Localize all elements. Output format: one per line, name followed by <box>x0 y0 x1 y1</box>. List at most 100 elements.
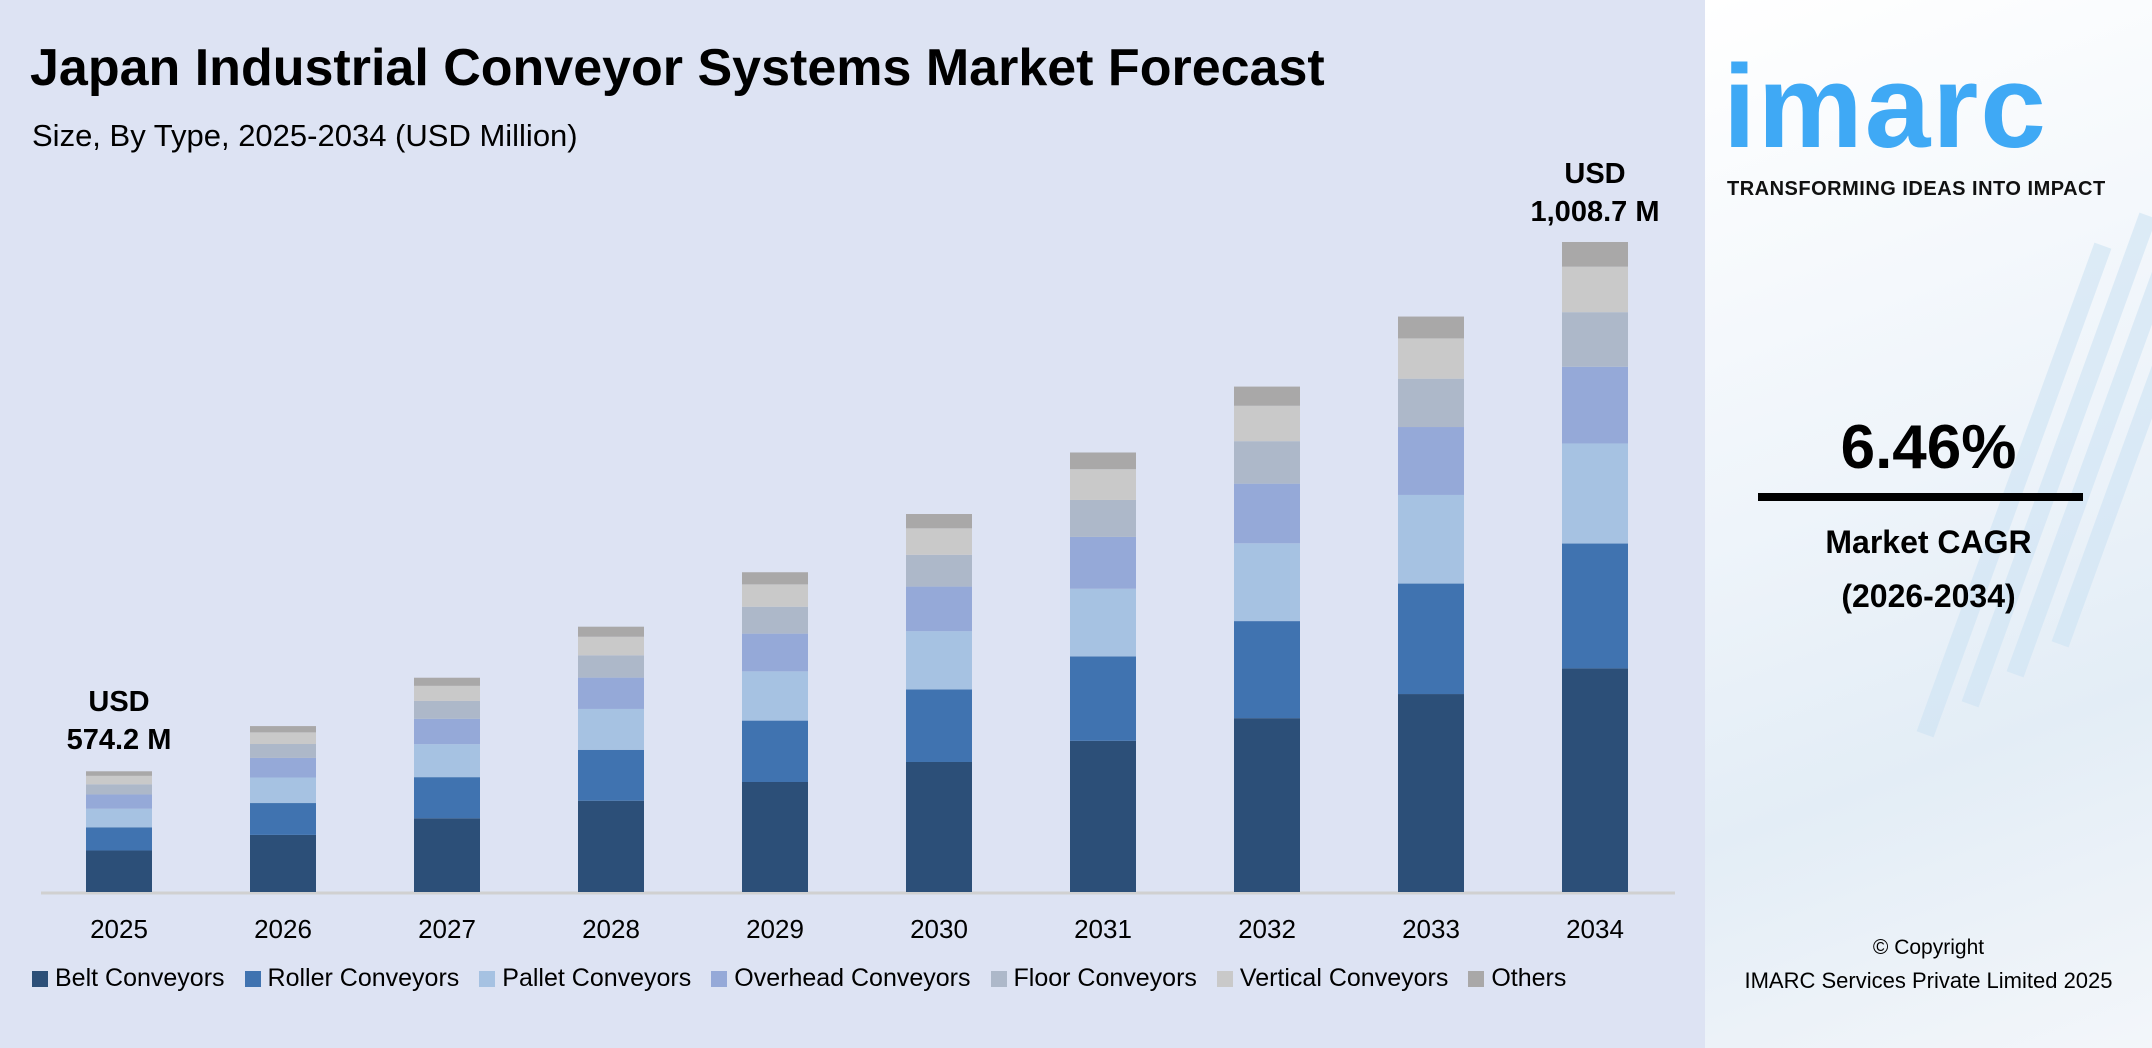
bar-segment-2029-floor-conveyors <box>742 606 808 634</box>
bar-segment-2027-floor-conveyors <box>414 700 480 719</box>
bar-segment-2028-vertical-conveyors <box>578 636 644 656</box>
bar-segment-2030-floor-conveyors <box>906 554 972 587</box>
bar-segment-2033-roller-conveyors <box>1398 583 1464 695</box>
cagr-divider <box>1758 493 2083 501</box>
legend-item: Pallet Conveyors <box>479 964 691 993</box>
bar-segment-2034-overhead-conveyors <box>1562 366 1628 444</box>
legend-swatch <box>1468 970 1485 987</box>
bar-segment-2026-overhead-conveyors <box>250 757 316 778</box>
bar-segment-2030-others <box>906 514 972 529</box>
annotation-2025: USD 574.2 M <box>9 683 229 759</box>
bar-segment-2025-overhead-conveyors <box>86 794 152 809</box>
bar-segment-2029-roller-conveyors <box>742 720 808 783</box>
bar-segment-2032-vertical-conveyors <box>1234 405 1300 442</box>
bar-segment-2025-roller-conveyors <box>86 827 152 851</box>
cagr-label: Market CAGR <box>1825 524 2032 560</box>
bar-segment-2031-overhead-conveyors <box>1070 536 1136 589</box>
bar-segment-2027-pallet-conveyors <box>414 744 480 778</box>
bar-segment-2026-others <box>250 726 316 733</box>
bar-segment-2031-pallet-conveyors <box>1070 588 1136 657</box>
bar-segment-2026-roller-conveyors <box>250 803 316 835</box>
bar-segment-2033-overhead-conveyors <box>1398 427 1464 495</box>
legend-item: Roller Conveyors <box>244 964 460 993</box>
legend-label: Vertical Conveyors <box>1239 964 1449 992</box>
x-tick-label: 2029 <box>746 914 804 944</box>
bar-segment-2026-pallet-conveyors <box>250 777 316 804</box>
bar-segment-2029-belt-conveyors <box>742 782 808 892</box>
bar-segment-2032-others <box>1234 386 1300 406</box>
legend-swatch <box>244 970 261 987</box>
x-tick-label: 2032 <box>1238 914 1296 944</box>
legend-swatch <box>479 970 496 987</box>
bar-segment-2025-pallet-conveyors <box>86 808 152 828</box>
bar-segment-2027-belt-conveyors <box>414 818 480 892</box>
bar-segment-2027-roller-conveyors <box>414 777 480 819</box>
bar-segment-2034-others <box>1562 242 1628 267</box>
legend-swatch <box>711 970 728 987</box>
annotation-currency: USD <box>1564 158 1626 190</box>
bar-segment-2027-others <box>414 677 480 686</box>
logo-tagline: TRANSFORMING IDEAS INTO IMPACT <box>1727 178 2106 200</box>
copyright-line: © Copyright <box>1872 936 1985 959</box>
bar-segment-2029-overhead-conveyors <box>742 633 808 672</box>
bar-segment-2026-belt-conveyors <box>250 834 316 892</box>
bar-segment-2028-floor-conveyors <box>578 655 644 678</box>
legend-label: Belt Conveyors <box>55 964 225 992</box>
bar-segment-2033-belt-conveyors <box>1398 694 1464 892</box>
bar-segment-2031-belt-conveyors <box>1070 740 1136 892</box>
bar-segment-2034-belt-conveyors <box>1562 668 1628 892</box>
bar-segment-2033-floor-conveyors <box>1398 378 1464 428</box>
chart-subtitle: Size, By Type, 2025-2034 (USD Million) <box>32 118 578 153</box>
legend: Belt Conveyors Roller Conveyors Pallet Con… <box>32 964 1566 993</box>
bar-segment-2030-pallet-conveyors <box>906 631 972 690</box>
imarc-logo: imarc <box>1723 41 2048 173</box>
bar-segment-2034-pallet-conveyors <box>1562 443 1628 544</box>
legend-label: Others <box>1491 964 1567 992</box>
cagr-value: 6.46% <box>1840 413 2017 482</box>
bar-segment-2028-overhead-conveyors <box>578 677 644 709</box>
legend-item: Others <box>1468 964 1566 993</box>
bar-segment-2032-pallet-conveyors <box>1234 543 1300 622</box>
chart-title: Japan Industrial Conveyor Systems Market… <box>30 39 1325 97</box>
bar-segment-2030-belt-conveyors <box>906 761 972 892</box>
bar-segment-2031-others <box>1070 452 1136 470</box>
bar-segment-2033-pallet-conveyors <box>1398 494 1464 584</box>
legend-label: Overhead Conveyors <box>734 964 971 992</box>
legend-item: Vertical Conveyors <box>1216 964 1449 993</box>
x-tick-label: 2033 <box>1402 914 1460 944</box>
x-tick-label: 2027 <box>418 914 476 944</box>
chart-panel: Japan Industrial Conveyor Systems Market… <box>0 0 1705 1048</box>
bar-segment-2027-vertical-conveyors <box>414 685 480 701</box>
bar-segment-2028-others <box>578 626 644 637</box>
bar-segment-2034-vertical-conveyors <box>1562 266 1628 313</box>
bar-segment-2025-vertical-conveyors <box>86 775 152 785</box>
legend-label: Pallet Conveyors <box>502 964 692 992</box>
legend-label: Floor Conveyors <box>1013 964 1197 992</box>
bar-segment-2027-overhead-conveyors <box>414 718 480 745</box>
bar-segment-2029-pallet-conveyors <box>742 671 808 721</box>
annotation-value: 574.2 M <box>66 724 172 756</box>
legend-swatch <box>990 970 1007 987</box>
bar-segment-2025-others <box>86 771 152 776</box>
x-tick-label: 2031 <box>1074 914 1132 944</box>
legend-swatch <box>1216 970 1233 987</box>
legend-swatch <box>32 970 48 987</box>
bar-segment-2033-others <box>1398 316 1464 339</box>
x-tick-label: 2026 <box>254 914 312 944</box>
side-panel: imarc TRANSFORMING IDEAS INTO IMPACT 6.4… <box>1705 0 2152 1048</box>
annotation-2034: USD 1,008.7 M <box>1485 155 1705 231</box>
bar-segment-2030-overhead-conveyors <box>906 586 972 632</box>
legend-label: Roller Conveyors <box>267 964 460 992</box>
bar-segment-2034-floor-conveyors <box>1562 312 1628 367</box>
bar-segment-2032-overhead-conveyors <box>1234 483 1300 544</box>
cagr-period: (2026-2034) <box>1841 578 2016 614</box>
bar-segment-2034-roller-conveyors <box>1562 543 1628 669</box>
legend-item: Belt Conveyors <box>32 964 225 993</box>
bar-segment-2025-floor-conveyors <box>86 784 152 795</box>
annotation-currency: USD <box>88 686 150 718</box>
bar-segment-2028-roller-conveyors <box>578 749 644 801</box>
bar-segment-2026-vertical-conveyors <box>250 732 316 745</box>
bar-segment-2025-belt-conveyors <box>86 850 152 892</box>
x-tick-label: 2028 <box>582 914 640 944</box>
bar-segment-2033-vertical-conveyors <box>1398 338 1464 379</box>
